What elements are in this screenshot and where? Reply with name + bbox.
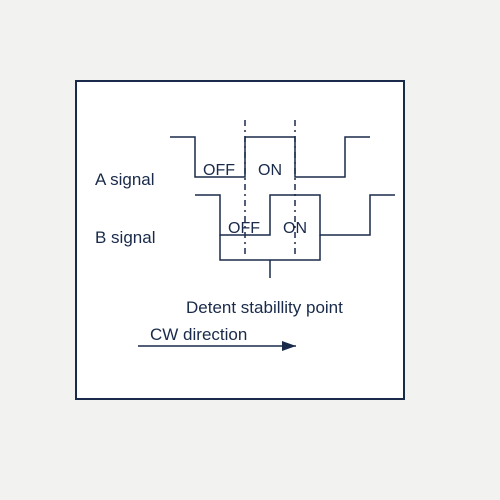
- signal-b-off-label: OFF: [228, 220, 260, 238]
- detent-stability-label: Detent stabillity point: [186, 298, 343, 318]
- timing-diagram-svg: [0, 0, 500, 500]
- signal-a-label: A signal: [95, 170, 155, 190]
- cw-direction-label: CW direction: [150, 325, 247, 345]
- signal-a-on-label: ON: [258, 162, 282, 180]
- signal-b-label: B signal: [95, 228, 155, 248]
- signal-a-off-label: OFF: [203, 162, 235, 180]
- signal-b-on-label: ON: [283, 220, 307, 238]
